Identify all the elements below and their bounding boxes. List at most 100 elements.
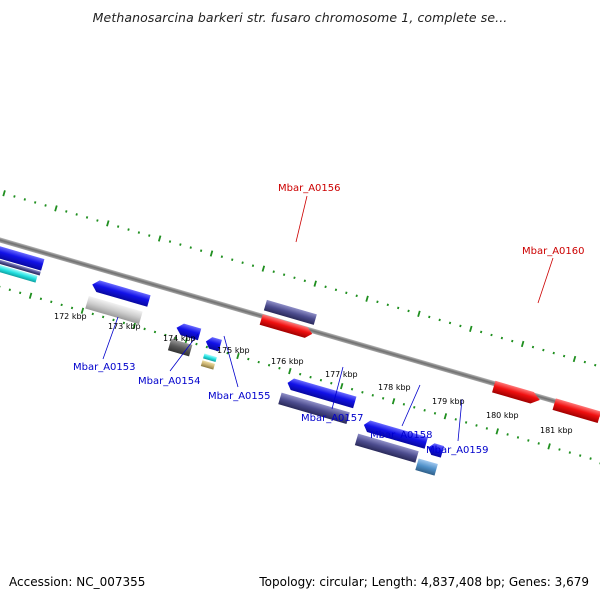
ruler-minor-tick [153,330,157,334]
gene-feature-mbar-a0157-purple[interactable] [278,392,350,424]
forward-leader-lines [295,195,554,304]
ruler-minor-tick [562,354,566,358]
forward-strand-ruler [2,190,597,367]
gene-feature-left-purple[interactable] [0,249,41,276]
ruler-minor-tick [490,333,493,337]
ruler-major-tick [184,337,188,345]
gene-feature-mbar-a0155[interactable] [204,336,222,352]
ruler-minor-tick [423,409,426,412]
ruler-minor-tick [189,246,192,249]
reverse-leader-lines [102,316,463,442]
ruler-minor-tick [91,312,94,316]
ruler-minor-tick [241,261,244,264]
gene-label-mbar-a0157[interactable]: Mbar_A0157 [301,413,364,424]
scale-label: 174 kbp [163,334,196,343]
topology-summary: Topology: circular; Length: 4,837,408 bp… [259,575,589,589]
gene-feature-mbar-a0159[interactable] [426,442,445,458]
gene-feature-left-blue[interactable] [0,237,45,271]
ruler-minor-tick [116,225,120,228]
ruler-minor-tick [112,318,115,322]
ruler-minor-tick [164,333,167,337]
gene-label-mbar-a0156[interactable]: Mbar_A0156 [278,183,341,194]
ruler-major-tick [54,205,58,212]
ruler-minor-tick [257,360,260,364]
scale-label: 175 kbp [217,346,250,355]
ruler-minor-tick [589,457,592,460]
scale-label: 177 kbp [325,370,358,379]
gene-labels: Mbar_A0156 Mbar_A0160 Mbar_A0153 Mbar_A0… [73,183,585,456]
gene-label-mbar-a0158[interactable]: Mbar_A0158 [370,430,433,441]
gene-feature-mbar-a0158-purple[interactable] [354,433,419,463]
gene-label-mbar-a0154[interactable]: Mbar_A0154 [138,376,201,387]
ruler-major-tick [132,322,136,330]
gene-feature-mbar-a0160-cds[interactable] [492,380,541,406]
ruler-minor-tick [407,309,410,313]
gene-label-mbar-a0159[interactable]: Mbar_A0159 [426,445,489,456]
ruler-minor-tick [428,315,431,319]
ruler-minor-tick [272,270,275,274]
gene-feature-mbar-a0155-tan[interactable] [200,360,215,370]
ruler-minor-tick [527,439,530,442]
gene-feature-mbar-a0154-dark[interactable] [167,338,193,357]
gene-label-mbar-a0153[interactable]: Mbar_A0153 [73,362,136,373]
scale-labels: 172 kbp 173 kbp 174 kbp 175 kbp 176 kbp … [54,312,573,435]
ruler-minor-tick [568,451,572,454]
scale-label: 178 kbp [378,383,411,392]
ruler-minor-tick [8,288,11,292]
gene-feature-left-cyan[interactable] [0,254,38,283]
ruler-minor-tick [148,234,151,237]
gene-feature-mbar-a0161-cds[interactable] [552,398,600,424]
accession-label: Accession: NC_007355 [9,575,146,589]
ruler-minor-tick [231,258,234,261]
ruler-minor-tick [397,306,400,310]
ruler-minor-tick [454,418,457,421]
gene-feature-mbar-a0156-cds[interactable] [259,314,314,339]
ruler-minor-tick [122,321,126,325]
gene-feature-mbar-a0154[interactable] [175,322,202,341]
scale-label: 181 kbp [540,426,573,435]
ruler-minor-tick [127,228,130,231]
scale-label: 179 kbp [432,397,465,406]
ruler-minor-tick [350,387,354,391]
ruler-minor-tick [324,285,327,289]
ruler-minor-tick [479,330,483,334]
ruler-minor-tick [537,442,540,445]
ruler-minor-tick [345,291,348,295]
gene-feature-mbar-a0158[interactable] [362,419,428,449]
gene-label-mbar-a0155[interactable]: Mbar_A0155 [208,391,271,402]
ruler-major-tick [547,443,551,450]
ruler-minor-tick [247,357,250,361]
ruler-minor-tick [330,381,333,385]
ruler-minor-tick [13,195,16,198]
gene-feature-mbar-a0156[interactable] [263,299,317,325]
ruler-minor-tick [303,279,307,283]
ruler-minor-tick [583,360,587,364]
ruler-minor-tick [402,403,406,406]
gene-feature-mbar-a0159-steel[interactable] [415,458,438,476]
ruler-minor-tick [278,366,281,370]
gene-feature-mbar-a0153[interactable] [91,279,151,307]
ruler-minor-tick [101,315,105,319]
ruler-minor-tick [23,198,26,201]
scale-label: 173 kbp [108,322,141,331]
ruler-minor-tick [433,412,437,415]
ruler-minor-tick [552,351,555,355]
ruler-minor-tick [309,375,312,379]
gene-feature-mbar-a0157[interactable] [286,377,357,409]
reverse-strand-features [0,237,445,476]
ruler-major-tick [495,428,499,435]
gene-feature-mbar-a0155-cyan[interactable] [203,353,217,362]
ruler-minor-tick [96,219,99,222]
ruler-major-tick [469,325,473,333]
gene-label-mbar-a0160[interactable]: Mbar_A0160 [522,246,585,257]
ruler-minor-tick [319,378,323,382]
ruler-minor-tick [282,273,286,277]
ruler-major-tick [391,398,396,405]
ruler-minor-tick [579,454,582,457]
forward-strand-features [259,299,600,424]
scale-label: 180 kbp [486,411,519,420]
gene-feature-mbar-a0153-gray[interactable] [85,296,143,325]
ruler-minor-tick [75,213,78,216]
ruler-minor-tick [464,421,468,424]
